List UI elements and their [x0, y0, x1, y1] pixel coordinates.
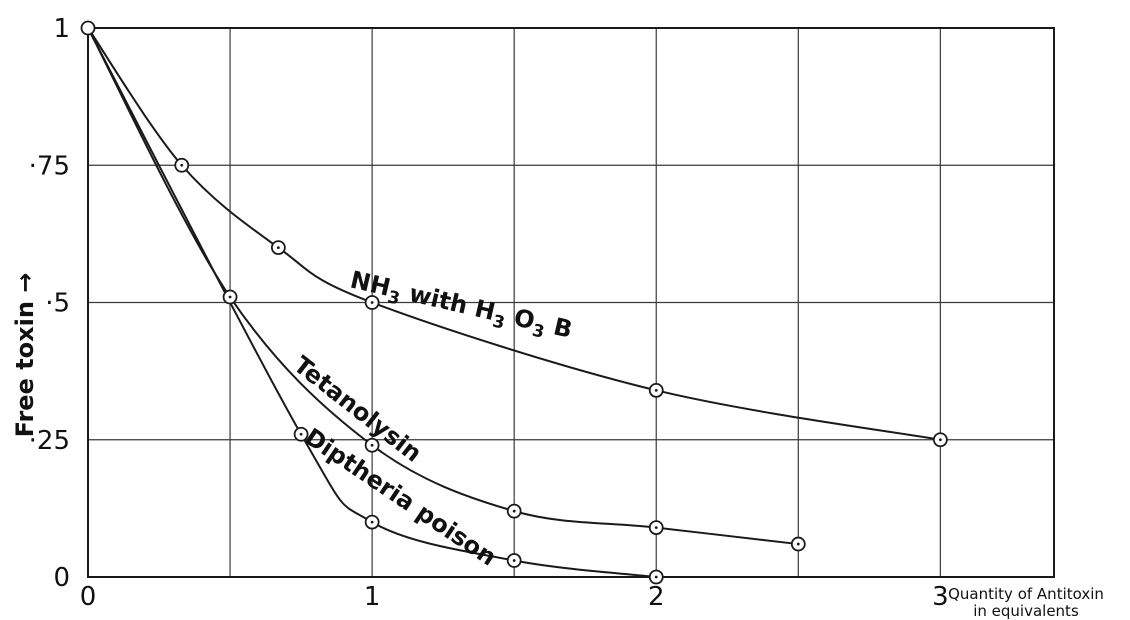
data-point-origin — [80, 20, 96, 36]
series-line-diptheria-poison — [87, 27, 657, 578]
data-point-center-nh3-with-h3o3b — [370, 301, 374, 304]
y-tick-label: ·5 — [45, 289, 70, 319]
y-tick-label: 0 — [53, 563, 70, 593]
y-tick-label: ·25 — [29, 426, 70, 456]
data-point-center-nh3-with-h3o3b — [654, 388, 658, 392]
data-point-center-tetanolysin — [512, 509, 516, 513]
series-label-nh3-with-h3o3b: NH3 with H3 O3 B — [347, 266, 575, 349]
data-point-center-tetanolysin — [370, 443, 374, 447]
x-axis-label-line-2: in equivalents — [973, 602, 1079, 620]
data-point-center-diptheria-poison — [299, 432, 303, 436]
data-point-center-tetanolysin — [228, 295, 232, 299]
data-point-center-nh3-with-h3o3b — [938, 438, 942, 442]
data-point-center-diptheria-poison — [654, 575, 658, 579]
plot-frame — [87, 27, 1055, 578]
y-axis-label: Free toxin → — [11, 273, 39, 438]
grid-layer — [87, 27, 1055, 578]
tick-layer: 0 1 2 3 0 ·25 ·5 ·75 1 — [29, 14, 949, 612]
x-tick-label: 0 — [80, 582, 97, 612]
x-axis-label-line-1: Quantity of Antitoxin — [948, 585, 1104, 603]
data-point-center-nh3-with-h3o3b — [180, 163, 184, 167]
x-tick-label: 2 — [648, 582, 665, 612]
data-point-center-diptheria-poison — [370, 520, 374, 524]
data-point-center-diptheria-poison — [512, 559, 516, 562]
data-point-center-nh3-with-h3o3b — [276, 246, 280, 250]
data-point-center-tetanolysin — [654, 526, 658, 529]
x-tick-label: 3 — [932, 582, 949, 612]
marker-layer — [80, 20, 948, 585]
y-tick-label: 1 — [53, 14, 70, 44]
data-point-center-tetanolysin — [796, 542, 800, 546]
x-tick-label: 1 — [364, 582, 381, 612]
y-tick-label: ·75 — [29, 151, 70, 181]
